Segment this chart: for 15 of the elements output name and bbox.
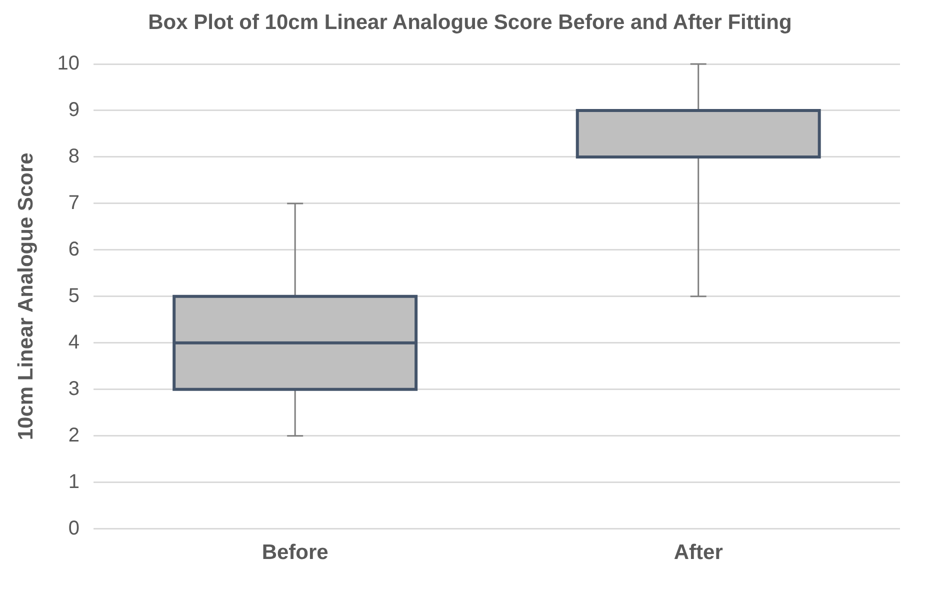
y-tick-label: 3 — [68, 378, 80, 400]
y-tick-label: 8 — [68, 145, 80, 168]
y-tick-label: 10 — [57, 52, 80, 75]
x-tick-label: Before — [262, 541, 328, 564]
y-axis-title: 10cm Linear Analogue Score — [14, 152, 38, 440]
x-tick-label: After — [674, 541, 723, 564]
y-tick-label: 1 — [68, 470, 80, 493]
y-tick-label: 5 — [68, 284, 80, 307]
y-tick-label: 0 — [68, 517, 80, 540]
y-tick-label: 4 — [68, 331, 80, 354]
y-tick-label: 6 — [68, 238, 80, 260]
y-tick-label: 9 — [68, 98, 80, 121]
y-tick-label: 2 — [68, 424, 80, 446]
chart-title: Box Plot of 10cm Linear Analogue Score Before and After Fitting — [147, 10, 793, 36]
y-tick-label: 7 — [68, 192, 80, 214]
